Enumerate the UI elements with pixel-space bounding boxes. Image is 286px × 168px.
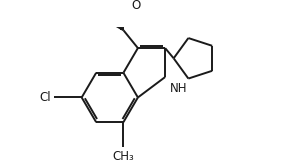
Text: O: O: [131, 0, 140, 12]
Text: CH₃: CH₃: [112, 150, 134, 163]
Text: Cl: Cl: [39, 91, 51, 104]
Text: NH: NH: [170, 82, 188, 95]
